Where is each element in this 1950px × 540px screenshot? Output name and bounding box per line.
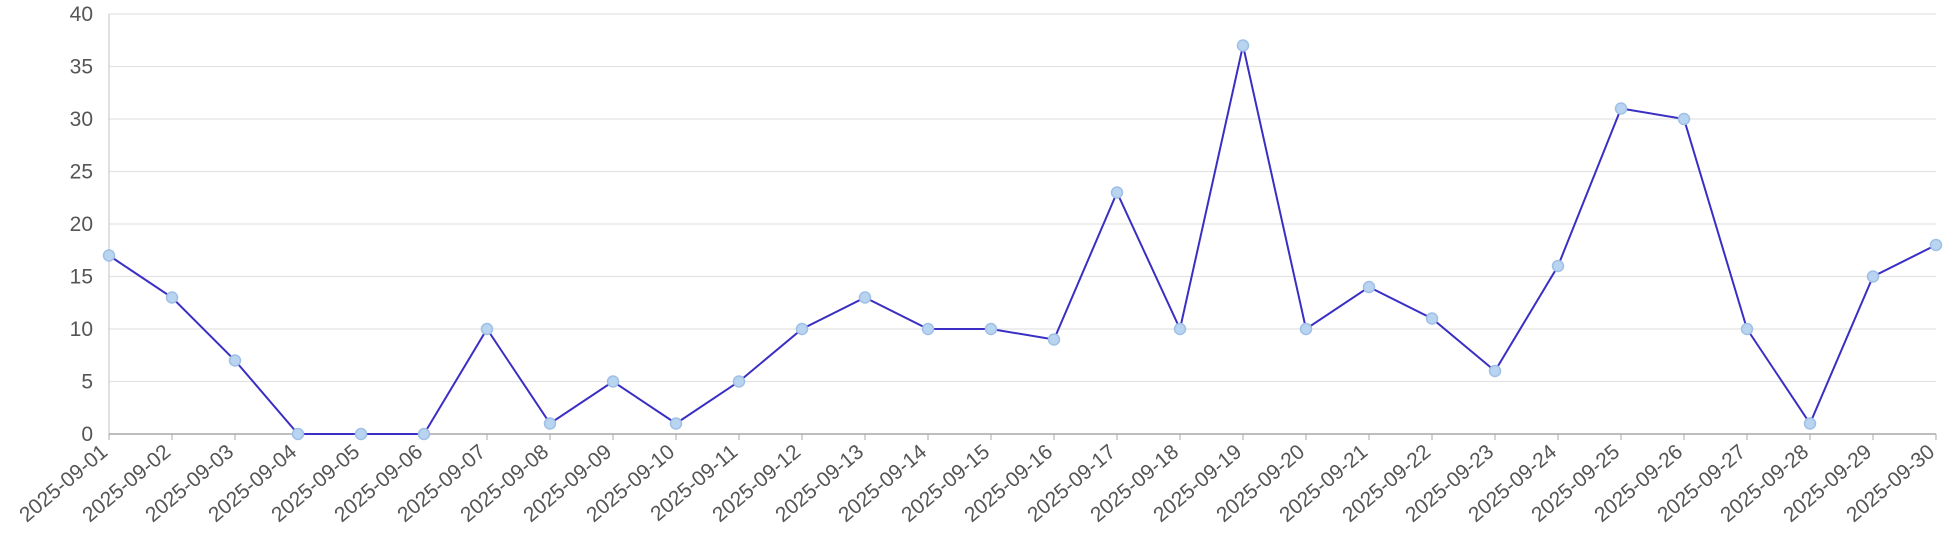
y-tick-label: 5 xyxy=(81,371,93,394)
point xyxy=(1047,333,1061,346)
point xyxy=(354,427,368,441)
point xyxy=(1677,112,1691,126)
point xyxy=(1866,270,1880,283)
y-tick-label: 40 xyxy=(70,3,93,26)
point xyxy=(1110,186,1124,199)
point xyxy=(480,322,494,336)
point xyxy=(1488,364,1502,378)
point xyxy=(291,427,305,441)
point xyxy=(1929,238,1943,252)
point xyxy=(543,417,557,430)
y-tick-label: 0 xyxy=(81,423,93,446)
point xyxy=(228,354,242,367)
point xyxy=(732,375,746,388)
point xyxy=(606,375,620,388)
point xyxy=(1236,39,1250,52)
line xyxy=(108,45,1937,435)
y-tick-label: 25 xyxy=(70,161,93,184)
y-tick-label: 10 xyxy=(70,318,93,341)
point xyxy=(1803,417,1817,430)
point xyxy=(1362,280,1376,294)
point xyxy=(1551,259,1565,273)
y-tick-label: 15 xyxy=(70,266,93,289)
y-tick-label: 35 xyxy=(70,56,93,79)
point xyxy=(102,249,116,262)
point xyxy=(795,322,809,336)
point xyxy=(1299,322,1313,336)
point xyxy=(1173,322,1187,336)
point xyxy=(1425,312,1439,325)
point xyxy=(921,322,935,336)
y-tick-label: 20 xyxy=(70,213,93,236)
point xyxy=(1614,102,1628,115)
point xyxy=(669,417,683,430)
point xyxy=(1740,322,1754,336)
point xyxy=(984,322,998,336)
point xyxy=(417,427,431,441)
y-tick-label: 30 xyxy=(70,108,93,131)
point xyxy=(165,291,179,304)
point xyxy=(858,291,872,304)
